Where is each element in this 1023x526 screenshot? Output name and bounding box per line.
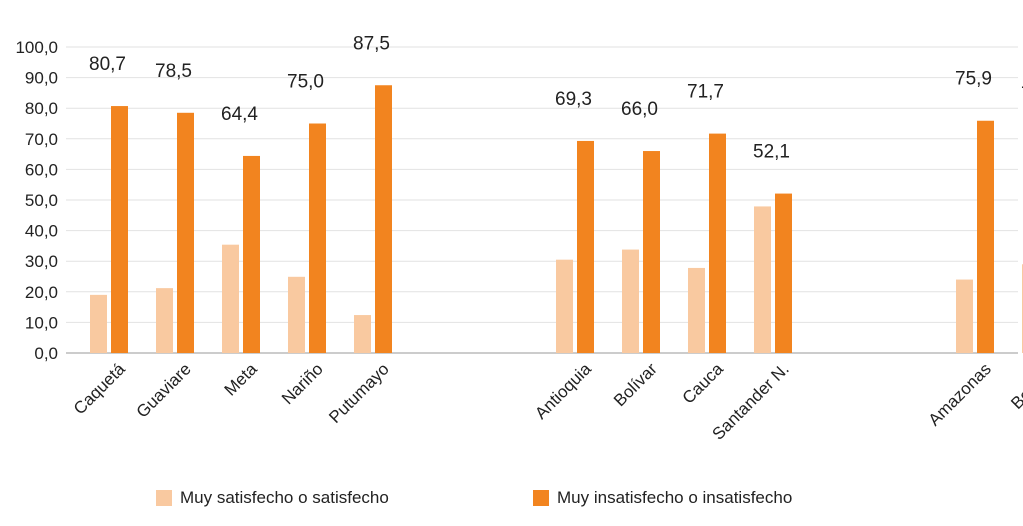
value-labels: 80,7 78,5 64,4 75,0 87,5 69,3 66,0 71,7 52,1 75,9… — [89, 33, 1023, 162]
legend-item-satisfied: Muy satisfecho o satisfecho — [156, 488, 389, 508]
bar-dissatisfied — [309, 123, 326, 353]
bar-satisfied — [222, 244, 239, 353]
bar-dissatisfied — [243, 155, 260, 353]
bar-dissatisfied — [775, 193, 792, 353]
value-label: 52,1 — [753, 142, 790, 163]
x-tick-label: Antioquia — [531, 359, 595, 423]
value-label: 70,9 — [1021, 84, 1023, 105]
value-label: 64,4 — [221, 104, 258, 125]
value-label: 75,9 — [955, 69, 992, 90]
y-tick-label: 100,0 — [15, 38, 58, 57]
y-tick-label: 60,0 — [25, 160, 58, 179]
x-tick-label: Amazonas — [925, 359, 995, 429]
bar-satisfied — [956, 279, 973, 353]
bar-satisfied — [556, 259, 573, 353]
x-tick-label: Boyaca — [1007, 359, 1023, 413]
legend-label-satisfied: Muy satisfecho o satisfecho — [180, 488, 389, 507]
y-tick-label: 40,0 — [25, 222, 58, 241]
bar-satisfied — [90, 294, 107, 353]
x-tick-label: Putumayo — [325, 359, 393, 427]
y-tick-label: 70,0 — [25, 130, 58, 149]
bars — [90, 85, 1023, 353]
value-label: 66,0 — [621, 99, 658, 120]
bar-satisfied — [688, 267, 705, 353]
bar-dissatisfied — [643, 151, 660, 353]
value-label: 69,3 — [555, 89, 592, 110]
value-label: 78,5 — [155, 61, 192, 82]
y-axis: 0,0 10,0 20,0 30,0 40,0 50,0 60,0 70,0 80,0 90,0 1… — [15, 38, 58, 363]
legend-swatch-dissatisfied — [533, 490, 549, 506]
x-tick-label: Caquetá — [70, 359, 129, 418]
bar-satisfied — [156, 288, 173, 353]
gridlines — [66, 46, 1018, 354]
y-tick-label: 50,0 — [25, 191, 58, 210]
value-label: 87,5 — [353, 33, 390, 54]
bar-dissatisfied — [177, 112, 194, 353]
legend-item-dissatisfied: Muy insatisfecho o insatisfecho — [533, 488, 792, 508]
x-tick-label: Bolívar — [610, 359, 661, 410]
value-label: 71,7 — [687, 82, 724, 103]
legend-label-dissatisfied: Muy insatisfecho o insatisfecho — [557, 488, 793, 507]
bar-dissatisfied — [375, 85, 392, 353]
value-label: 80,7 — [89, 54, 126, 75]
y-tick-label: 80,0 — [25, 99, 58, 118]
legend: Muy satisfecho o satisfecho Muy insatisf… — [0, 488, 1023, 512]
y-tick-label: 10,0 — [25, 313, 58, 332]
y-tick-label: 30,0 — [25, 252, 58, 271]
bar-dissatisfied — [577, 140, 594, 353]
value-label: 75,0 — [287, 72, 324, 93]
legend-swatch-satisfied — [156, 490, 172, 506]
bar-dissatisfied — [977, 120, 994, 353]
x-tick-label: Meta — [221, 359, 262, 400]
y-tick-label: 90,0 — [25, 69, 58, 88]
bar-dissatisfied — [709, 133, 726, 353]
bar-satisfied — [288, 276, 305, 353]
bar-satisfied — [622, 249, 639, 353]
y-tick-label: 0,0 — [34, 344, 58, 363]
y-tick-label: 20,0 — [25, 283, 58, 302]
x-tick-label: Guaviare — [133, 359, 195, 421]
x-tick-label: Cauca — [679, 359, 728, 408]
bar-satisfied — [354, 315, 371, 353]
x-tick-label: Nariño — [278, 359, 327, 408]
bar-dissatisfied — [111, 106, 128, 353]
bar-satisfied — [754, 206, 771, 353]
